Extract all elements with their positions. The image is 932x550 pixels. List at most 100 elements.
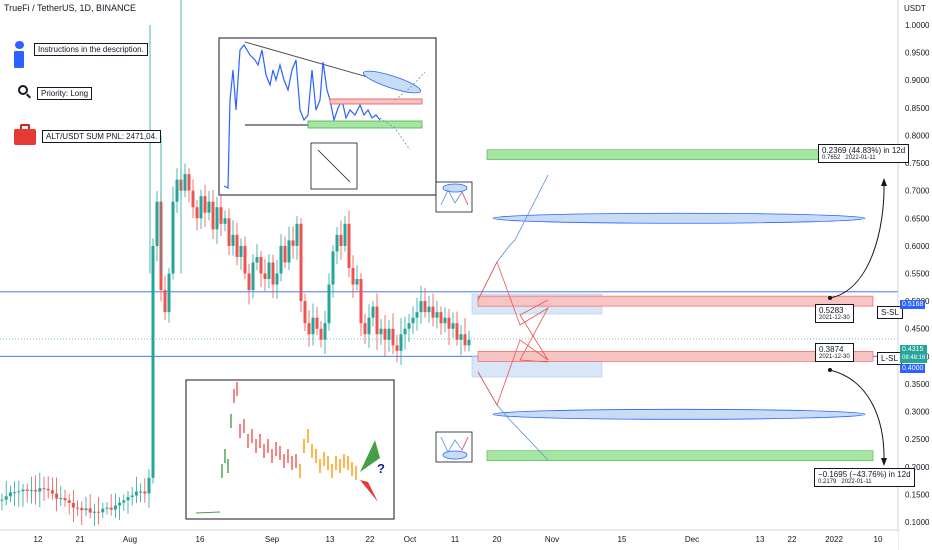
candle-body [80, 507, 84, 511]
candle-body [315, 317, 319, 329]
green-zone [486, 450, 874, 462]
candle-body [105, 507, 109, 509]
candle-body [407, 323, 411, 329]
target-down-note: −0.1695 (−43.76%) in 12d 0.2179 2022-01-… [814, 468, 915, 487]
pattern-box-top [435, 181, 473, 213]
candle-body [363, 323, 367, 335]
y-tick-label: 0.5500 [905, 270, 930, 279]
candle-body [235, 234, 239, 257]
candle-body [395, 345, 399, 351]
info-icon [14, 41, 26, 69]
candle-body [299, 223, 303, 302]
x-tick-label: 22 [366, 535, 375, 544]
target-up-label: 0.2369 (44.83%) in 12d [822, 146, 906, 155]
y-tick-label: 0.9000 [905, 76, 930, 85]
x-tick-label: 21 [76, 535, 85, 544]
candle-body [134, 491, 138, 496]
candle-body [259, 256, 263, 274]
candle-body [203, 196, 207, 213]
y-tick-label: 0.8500 [905, 104, 930, 113]
candle-body [327, 284, 331, 324]
candle-body [239, 245, 243, 257]
candle-body [339, 234, 343, 246]
lsl-anchor [828, 368, 832, 372]
candle-body [71, 502, 75, 508]
candle-body [283, 245, 287, 263]
lsl-note: 0.3874 2021-12-30 [815, 343, 854, 362]
candle-body [267, 262, 271, 280]
projection-red-2 [477, 299, 549, 406]
price-axis-bg [898, 0, 932, 550]
candle-body [359, 279, 363, 324]
candle-body [403, 328, 407, 335]
candle-body [223, 218, 227, 224]
candle-body [251, 262, 255, 291]
chart-zones [471, 149, 874, 462]
candle-body [130, 495, 134, 498]
candle-body [455, 323, 459, 340]
ssl-date: 2021-12-30 [819, 315, 850, 321]
question-mark-icon: ? [377, 461, 385, 476]
candle-body [21, 489, 25, 492]
x-tick-label: 12 [34, 535, 43, 544]
candle-body [88, 508, 92, 513]
ssl-note: 0.5283 2021-12-30 [815, 304, 854, 323]
x-tick-label: 13 [326, 535, 335, 544]
inset-sketch-top [218, 37, 437, 196]
priority-label: Priority: Long [37, 87, 93, 100]
curve-down-arrow [829, 369, 885, 463]
candle-body [13, 492, 17, 494]
x-tick-label: Oct [404, 535, 417, 544]
down-arrowhead-icon [881, 458, 887, 466]
candle-body [59, 498, 63, 500]
candle-body [25, 489, 29, 491]
ssl-price: 0.5283 [819, 306, 844, 315]
candle-body [343, 223, 347, 246]
pnl-label: ALT/USDT SUM PNL: 2471,04. [42, 130, 162, 143]
candle-body [463, 334, 467, 346]
y-tick-label: 0.3000 [905, 408, 930, 417]
candle-body [167, 273, 171, 313]
candle-body [331, 251, 335, 285]
candle-body [187, 174, 191, 191]
target-up-date: 2022-01-11 [845, 155, 876, 161]
candle-body [8, 492, 12, 497]
candle-body [295, 223, 299, 246]
price-tag-current: 0.4315 08:48:16 [900, 345, 928, 363]
candle-body [29, 490, 33, 492]
candle-body [122, 500, 126, 503]
candle-body [109, 507, 113, 510]
candle-body [42, 488, 46, 490]
candle-body [92, 511, 96, 513]
candle-body [147, 477, 151, 494]
candle-body [0, 499, 4, 501]
candle-body [155, 201, 159, 246]
candle-body [175, 179, 179, 202]
y-tick-label: 0.7000 [905, 187, 930, 196]
candle-body [211, 201, 215, 230]
candle-body [67, 500, 71, 503]
candle-body [38, 488, 42, 492]
candle-body [63, 498, 67, 501]
candle-body [171, 201, 175, 274]
candle-body [199, 196, 203, 219]
candle-body [415, 312, 419, 318]
candle-body [319, 328, 323, 340]
search-icon [18, 85, 32, 99]
projection-blue-up [477, 174, 549, 301]
x-tick-label: 11 [451, 535, 460, 544]
candle-body [423, 301, 427, 313]
candle-body [126, 497, 130, 501]
x-tick-label: Dec [685, 535, 699, 544]
projection-paths [477, 174, 550, 461]
candle-body [207, 201, 211, 213]
candle-body [351, 267, 355, 285]
candle-body [435, 312, 439, 318]
x-tick-label: 13 [756, 535, 765, 544]
time-axis[interactable]: 12 21 Aug 16 Sep 13 22 Oct 11 20 Nov 15 Dec 13 22 2022 1… [34, 535, 883, 544]
candle-body [303, 301, 307, 324]
candle-body [46, 488, 50, 491]
candle-body [227, 218, 231, 246]
current-price: 0.4315 [902, 346, 924, 353]
